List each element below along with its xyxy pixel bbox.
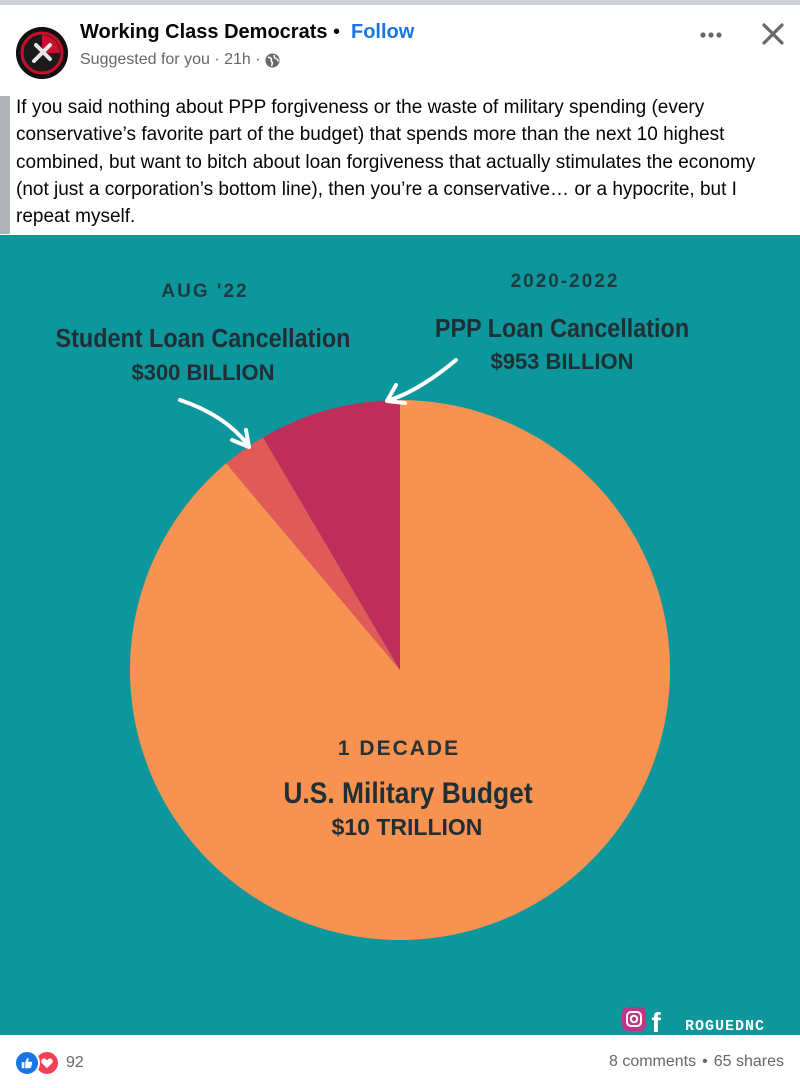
engagement-stats: 8 comments • 65 shares bbox=[609, 1053, 784, 1071]
post-timestamp[interactable]: Suggested for you · 21h · bbox=[80, 51, 261, 68]
pie-slice-u-s-military-budget bbox=[130, 400, 671, 941]
ppp-loan-arrow bbox=[388, 358, 458, 402]
ppp-loan-title: PPP Loan Cancellation bbox=[435, 315, 689, 343]
pie-slice-student-loan-cancellation bbox=[226, 437, 400, 670]
shares-count[interactable]: 65 shares bbox=[713, 1053, 784, 1070]
comments-count[interactable]: 8 comments bbox=[608, 1053, 697, 1070]
close-icon[interactable] bbox=[760, 21, 786, 47]
student-loan-amount: $300 BILLION bbox=[131, 360, 274, 385]
stats-separator: • bbox=[702, 1053, 708, 1070]
reactions-summary[interactable]: 92 bbox=[14, 1050, 84, 1076]
post-meta: Suggested for you · 21h · bbox=[80, 51, 280, 69]
globe-icon bbox=[265, 52, 280, 68]
watermark: f ROGUEDNC bbox=[622, 1007, 765, 1035]
watermark-text: ROGUEDNC bbox=[685, 1018, 765, 1035]
student-loan-title: Student Loan Cancellation bbox=[56, 325, 351, 353]
ppp-loan-arrowhead bbox=[385, 383, 407, 405]
name-separator: • bbox=[333, 21, 341, 43]
student-loan-date: AUG '22 bbox=[161, 281, 248, 302]
pie-chart: AUG '22 Student Loan Cancellation $300 B… bbox=[56, 271, 765, 1035]
ppp-loan-date: 2020-2022 bbox=[511, 271, 620, 292]
more-options-icon[interactable] bbox=[697, 23, 727, 47]
facebook-icon: f bbox=[651, 1007, 661, 1035]
page-logo-avatar-icon bbox=[16, 27, 68, 79]
ppp-loan-amount: $953 BILLION bbox=[490, 349, 633, 374]
student-loan-arrow bbox=[178, 398, 250, 447]
text-scroll-indicator bbox=[0, 96, 10, 234]
pie-slice-ppp-loan-cancellation bbox=[263, 400, 400, 670]
page-avatar[interactable] bbox=[16, 27, 68, 79]
post-footer: 92 8 comments • 65 shares bbox=[0, 1035, 800, 1088]
like-icon bbox=[14, 1050, 40, 1076]
instagram-icon bbox=[622, 1007, 646, 1031]
top-divider bbox=[0, 0, 800, 5]
post-header: Working Class Democrats • Follow Suggest… bbox=[0, 5, 800, 90]
pie-slices bbox=[130, 400, 671, 941]
post-image[interactable]: AUG '22 Student Loan Cancellation $300 B… bbox=[0, 235, 800, 1035]
page-name[interactable]: Working Class Democrats bbox=[80, 21, 328, 43]
post-text: If you said nothing about PPP forgivenes… bbox=[16, 97, 756, 228]
student-loan-arrowhead bbox=[230, 428, 251, 449]
military-title: U.S. Military Budget bbox=[283, 775, 533, 809]
military-amount: $10 TRILLION bbox=[332, 814, 483, 840]
reaction-count: 92 bbox=[66, 1054, 84, 1071]
military-date: 1 DECADE bbox=[338, 737, 460, 760]
follow-button[interactable]: Follow bbox=[351, 21, 415, 43]
love-icon bbox=[34, 1050, 60, 1076]
